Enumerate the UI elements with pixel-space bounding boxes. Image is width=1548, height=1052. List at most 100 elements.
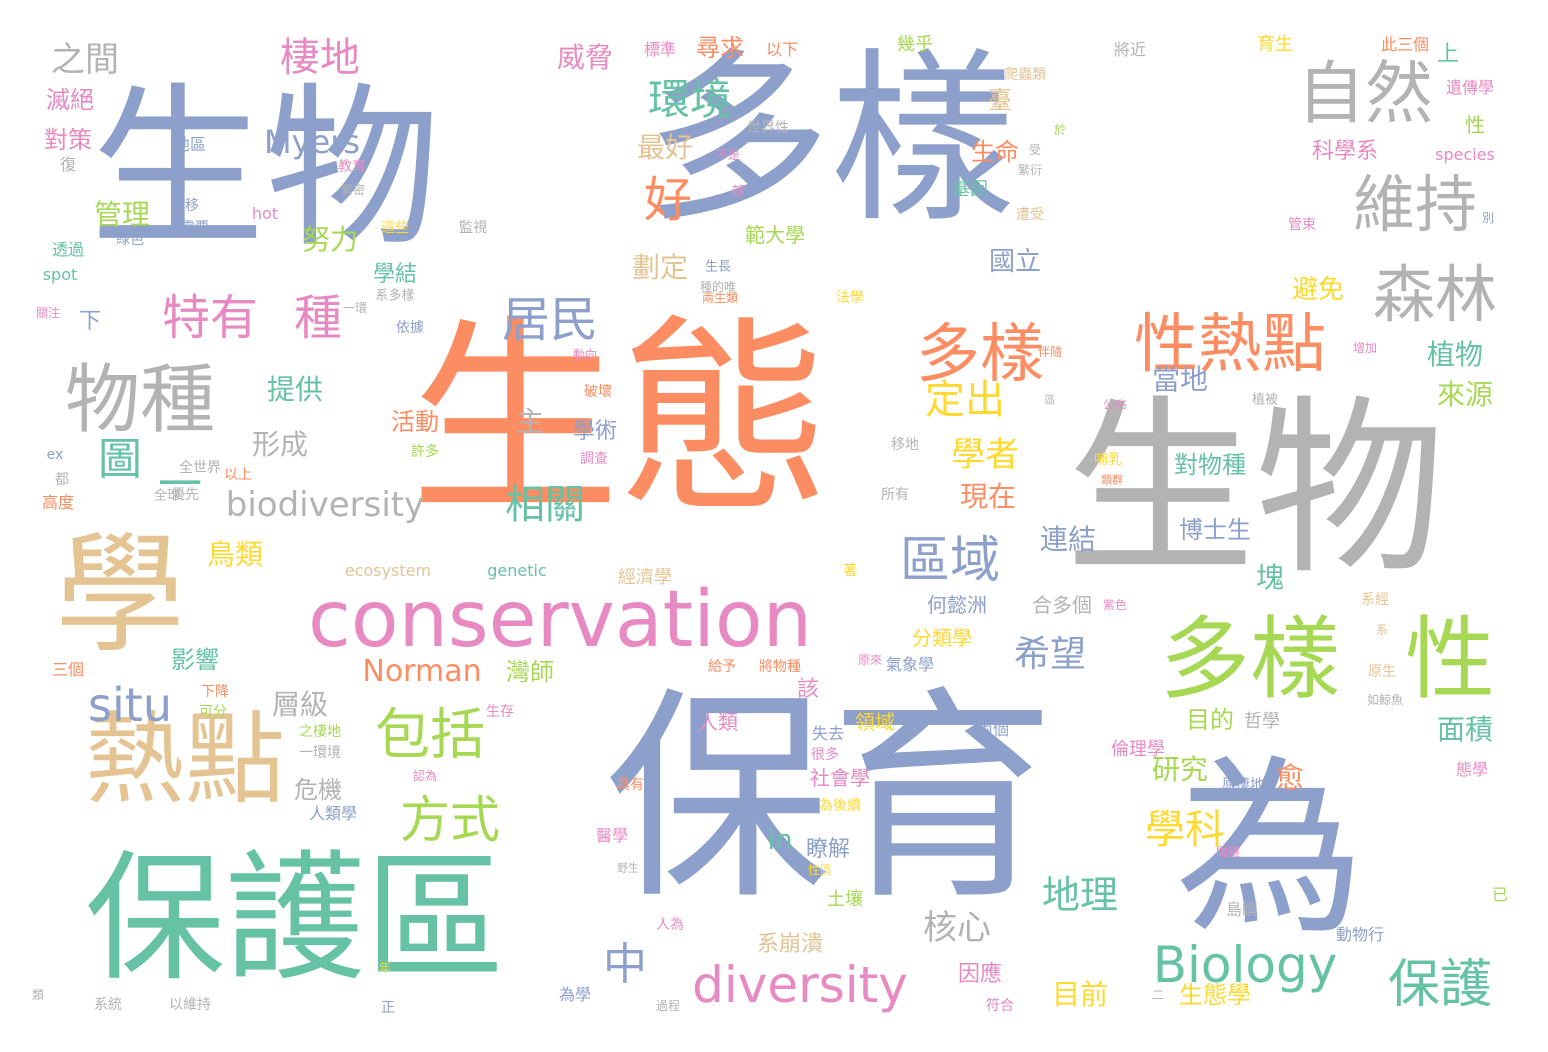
- word: 森林: [1372, 258, 1498, 331]
- word: 於: [1053, 123, 1067, 137]
- word: 年: [378, 961, 392, 975]
- word: 瞭解: [805, 837, 851, 862]
- word: 目前: [1051, 978, 1109, 1011]
- word: 分類學: [912, 626, 972, 650]
- word: 科學系: [1311, 139, 1379, 164]
- word: 破壞: [584, 384, 612, 400]
- word: 兩生類: [701, 291, 739, 305]
- word: 熱點: [85, 701, 285, 818]
- word: 原棲地: [1222, 777, 1264, 793]
- word: 多樣: [1160, 607, 1340, 712]
- word: 醫學: [595, 826, 629, 845]
- word: 來源: [1436, 378, 1494, 411]
- word: 合多個: [1032, 593, 1092, 617]
- word: 物種: [64, 355, 216, 444]
- word: 學結: [372, 262, 418, 287]
- word: 監視: [459, 220, 487, 236]
- word: 一: [158, 459, 202, 510]
- word: spot: [42, 265, 78, 284]
- word: 植被: [1251, 392, 1279, 408]
- word: 動向: [572, 348, 598, 362]
- word: situ: [88, 678, 172, 732]
- word: 不是: [715, 148, 741, 162]
- word: 遷移: [171, 198, 199, 214]
- word: 全球: [153, 488, 181, 504]
- word: 所有: [881, 487, 909, 503]
- word: 人為: [656, 917, 684, 933]
- word: 特有: [161, 290, 259, 346]
- word: 將近: [1113, 40, 1147, 59]
- word: 目的: [1186, 706, 1234, 734]
- word: 好: [643, 172, 693, 228]
- word: 以下: [765, 40, 799, 59]
- word: 優先: [171, 487, 199, 503]
- word: 因應: [957, 962, 1003, 987]
- word: 管理: [93, 198, 151, 231]
- word: 著: [843, 563, 857, 579]
- word: 部: [731, 184, 745, 200]
- word: 地理: [1041, 873, 1119, 917]
- word: 二: [1151, 988, 1165, 1002]
- word: 避免: [1291, 275, 1345, 305]
- word: conservation: [307, 575, 813, 665]
- word: 下降: [201, 684, 229, 700]
- word: 紫色: [1102, 598, 1128, 612]
- word: biodiversity: [225, 485, 425, 525]
- word: 兩個: [976, 720, 1010, 739]
- word: 公布: [1102, 398, 1128, 412]
- word: 以維持: [169, 997, 211, 1013]
- word: 全世界: [179, 460, 221, 476]
- word: 劃定: [631, 251, 689, 284]
- word: 定出: [925, 377, 1005, 423]
- word: 系崩潰: [756, 932, 824, 957]
- word: 世界性: [747, 120, 789, 136]
- word: 保護: [1387, 955, 1493, 1015]
- word: 博士生: [1179, 516, 1251, 544]
- word: 環境: [647, 75, 733, 124]
- word: 給予: [708, 659, 736, 675]
- word: 關注: [35, 306, 61, 320]
- word: 原生: [1368, 664, 1396, 680]
- word: 國立: [988, 247, 1042, 277]
- word: 生命: [971, 138, 1019, 166]
- word: Norman: [362, 654, 482, 689]
- word: 地區: [173, 135, 207, 154]
- word: 哺乳: [1094, 452, 1122, 468]
- word: 當地: [1151, 363, 1209, 396]
- word: ecosystem: [344, 561, 432, 580]
- word: genetic: [487, 561, 547, 580]
- word: 透過: [51, 240, 85, 259]
- word: 多樣: [645, 31, 1015, 248]
- word: 該: [796, 677, 820, 702]
- word: 包括: [374, 702, 486, 767]
- word: 核心: [923, 908, 991, 948]
- word: 主: [515, 405, 545, 438]
- word: 活動: [391, 408, 439, 436]
- word: 需要: [181, 220, 209, 236]
- word: 性熱點: [1134, 308, 1326, 382]
- word: 對物種: [1174, 451, 1246, 479]
- word: 遭受: [1016, 207, 1044, 223]
- word: Biology: [1152, 936, 1338, 994]
- word: 上: [1436, 42, 1460, 67]
- word: 植物: [1426, 338, 1484, 371]
- word: 之間: [51, 40, 119, 80]
- word: 形成: [251, 428, 309, 461]
- word: 種: [293, 290, 343, 346]
- word: 增加: [1352, 341, 1378, 355]
- word: 許多: [411, 444, 439, 460]
- word: diversity: [692, 956, 908, 1014]
- word: 都: [55, 472, 69, 488]
- word: 態學: [1455, 760, 1489, 779]
- word: 生物: [1064, 379, 1446, 600]
- word: 繁衍: [1017, 163, 1043, 177]
- word: 緊密: [340, 183, 366, 197]
- word: 關鍵: [1215, 845, 1241, 859]
- word: 別: [1481, 211, 1495, 225]
- word: 生態學: [1179, 981, 1251, 1009]
- word: 提供: [266, 373, 324, 406]
- word: 受: [1028, 143, 1042, 157]
- word: 性區: [807, 863, 833, 877]
- word: 區域: [900, 531, 1000, 589]
